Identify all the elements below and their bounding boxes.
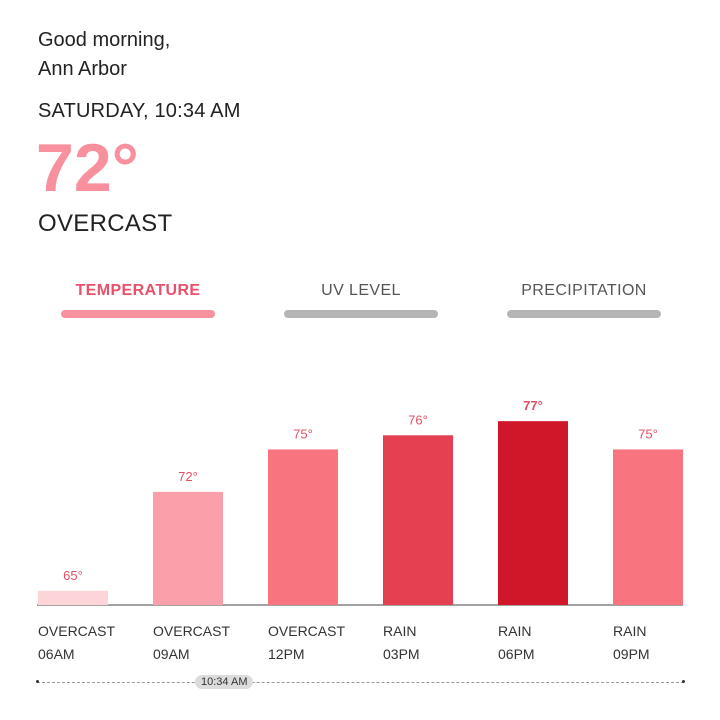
tab-indicator bbox=[507, 310, 661, 318]
bar-time-label: 06PM bbox=[498, 646, 535, 662]
temperature-bar[interactable] bbox=[153, 491, 223, 605]
bar-condition-label: OVERCAST bbox=[268, 623, 345, 639]
bar-time-label: 09PM bbox=[613, 646, 650, 662]
current-temperature: 72° bbox=[36, 130, 139, 206]
temperature-bar[interactable] bbox=[383, 435, 453, 605]
bar-time-label: 12PM bbox=[268, 646, 305, 662]
current-condition: OVERCAST bbox=[38, 210, 173, 237]
location-name: Ann Arbor bbox=[38, 58, 127, 80]
greeting-line: Good morning, bbox=[38, 29, 171, 51]
tab-indicator bbox=[284, 310, 438, 318]
timeline-start-dot bbox=[36, 680, 39, 683]
tab-uv-level[interactable]: UV LEVEL bbox=[284, 282, 438, 318]
temperature-bar[interactable] bbox=[498, 421, 568, 605]
bar-condition-label: OVERCAST bbox=[38, 623, 115, 639]
bar-value-label: 65° bbox=[63, 568, 83, 583]
timeline-end-dot bbox=[682, 680, 685, 683]
bar-value-label: 77° bbox=[523, 398, 543, 413]
current-datetime: SATURDAY, 10:34 AM bbox=[38, 100, 241, 122]
bar-value-label: 72° bbox=[178, 469, 198, 484]
temperature-bar[interactable] bbox=[613, 449, 683, 605]
temperature-chart: 65° OVERCAST 06AM 72° OVERCAST 09AM 75° OVERCAS… bbox=[37, 398, 683, 662]
greeting: Good morning, Ann Arbor bbox=[38, 26, 170, 84]
tab-temperature[interactable]: TEMPERATURE bbox=[61, 282, 215, 318]
bar-value-label: 75° bbox=[293, 426, 313, 441]
bar-time-label: 03PM bbox=[383, 646, 420, 662]
bar-time-label: 06AM bbox=[38, 646, 75, 662]
tab-label: PRECIPITATION bbox=[521, 282, 647, 299]
bar-condition-label: RAIN bbox=[613, 623, 646, 639]
timeline-axis bbox=[36, 680, 685, 683]
temperature-bar[interactable] bbox=[38, 590, 108, 605]
bar-value-label: 75° bbox=[638, 426, 658, 441]
bar-condition-label: RAIN bbox=[383, 623, 416, 639]
bar-condition-label: OVERCAST bbox=[153, 623, 230, 639]
tab-label: UV LEVEL bbox=[321, 282, 401, 299]
tab-label: TEMPERATURE bbox=[75, 282, 201, 299]
tab-precipitation[interactable]: PRECIPITATION bbox=[507, 282, 661, 318]
tab-indicator bbox=[61, 310, 215, 318]
bar-condition-label: RAIN bbox=[498, 623, 531, 639]
current-time-marker[interactable]: 10:34 AM bbox=[195, 675, 254, 689]
bar-time-label: 09AM bbox=[153, 646, 190, 662]
bar-value-label: 76° bbox=[408, 412, 428, 427]
temperature-bar[interactable] bbox=[268, 449, 338, 605]
